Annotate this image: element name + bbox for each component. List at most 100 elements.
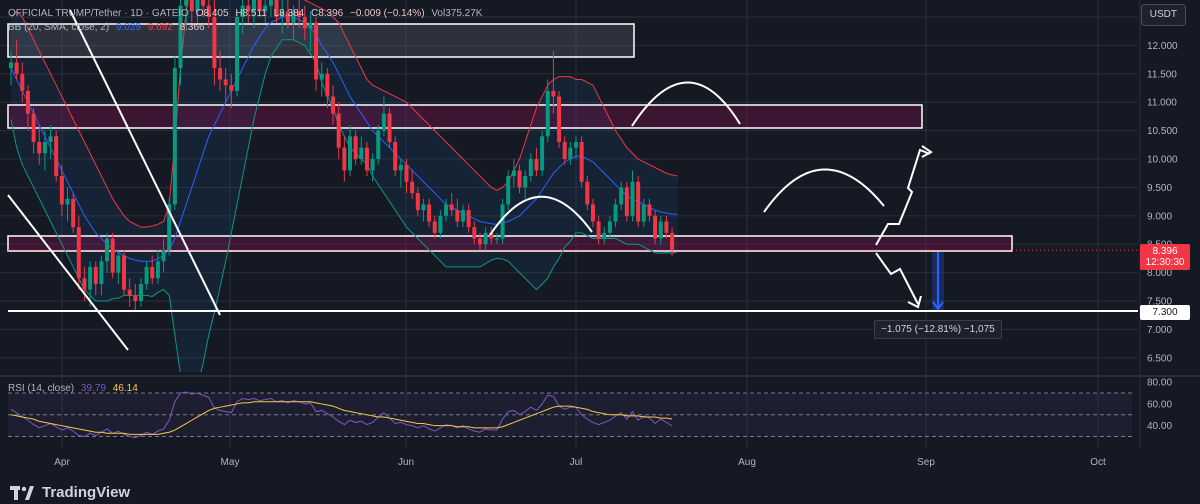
tradingview-logo-icon [10,485,34,500]
month-tick-label: Jul [570,457,583,468]
candle-body [99,261,104,284]
candle-body [562,141,567,160]
candle-body [122,255,126,290]
candle-body [206,5,211,18]
bar-countdown: 12:30:30 [1145,257,1185,268]
candle-body [110,238,115,273]
candle-body [353,136,358,160]
candle-body [48,136,53,142]
candle-body [387,113,392,142]
trendline-upper [69,9,221,316]
measure-arrowhead [932,301,944,311]
candle-body [506,176,511,205]
candle-body [551,90,556,97]
candle-body [59,176,64,205]
price-pane [7,0,1138,372]
candle-body [421,204,426,211]
candle-body [325,73,330,97]
low-value: L8.384 [273,8,305,19]
candle-body [229,85,234,91]
currency-button[interactable]: USDT [1140,4,1186,26]
brand[interactable]: TradingView [10,484,130,501]
candle-body [545,90,550,137]
bb-band-fill [11,0,678,372]
candle-body [297,11,302,18]
candle-body [31,113,36,142]
candle-body [500,204,505,239]
candle-body [364,147,369,171]
rsi-label[interactable]: RSI (14, close) [8,383,75,394]
candle-body [14,62,19,74]
candle-body [489,232,494,239]
price-tick-label: 9.000 [1147,211,1172,222]
change-value: −0.009 (−0.14%) [350,8,425,19]
candle-body [449,204,454,211]
symbol-legend: OFFICIAL TRUMP/Tether · 1D · GATEIO O8.4… [8,8,486,20]
rsi-tick-label: 40.00 [1147,421,1172,432]
candle-body [670,232,675,251]
candle-body [167,204,172,250]
candle-body [88,266,93,290]
candle-body [398,164,403,171]
candle-body [444,204,449,216]
bb-legend: BB (20, SMA, close, 2) 9.029 9.692 8.366 [8,22,209,34]
candle-body [534,159,539,171]
candle-body [523,176,528,188]
candle-body [348,136,352,171]
candle-body [201,0,206,6]
candle-body [410,181,415,194]
candle-body [212,17,217,69]
candle-body [133,295,138,302]
candle-body [511,170,516,177]
price-tick-label: 10.500 [1147,126,1178,137]
candle-body [285,11,290,23]
candle-body [263,5,268,12]
arc-first-top [489,195,593,236]
candle-body [624,187,629,216]
candle-body [308,22,313,29]
candle-body [619,187,624,205]
candle-body [218,68,223,80]
level-price-badge: 7.300 [1140,305,1190,320]
candle-body [155,261,160,279]
candle-body [472,227,477,239]
candle-body [25,90,30,114]
candle-body [93,266,98,284]
candle-body [268,0,273,6]
candle-body [105,238,110,262]
candle-body [37,141,42,154]
candle-body [579,141,584,182]
price-tick-label: 8.000 [1147,268,1172,279]
candle-body [461,210,465,222]
month-tick-label: Apr [54,457,70,468]
candle-body [65,198,70,205]
candle-body [653,215,658,239]
symbol-title[interactable]: OFFICIAL TRUMP/Tether · 1D · GATEIO [8,8,189,19]
candle-body [415,193,420,211]
candle-body [138,283,143,302]
current-price-badge: 8.396 12:30:30 [1140,244,1190,270]
candle-body [427,204,432,222]
bb-label[interactable]: BB (20, SMA, close, 2) [8,22,110,33]
candle-body [574,141,578,148]
candle-body [291,11,296,23]
candle-body [381,113,386,131]
bearish-path-arrow [875,252,919,305]
candle-body [641,204,646,222]
candle-body [359,147,364,160]
price-tick-label: 7.500 [1147,297,1172,308]
arc-head-top [631,81,741,127]
candle-body [376,130,381,160]
candle-body [302,17,307,29]
resistance-zone-top [7,23,635,58]
trendline-lower [7,194,129,351]
price-tick-label: 9.500 [1147,183,1172,194]
close-value: C8.396 [311,8,344,19]
candle-body [528,159,533,177]
candle-body [235,17,239,91]
candle-body [331,96,336,114]
candle-body [483,232,488,245]
candle-body [76,227,81,279]
candle-body [178,5,183,69]
